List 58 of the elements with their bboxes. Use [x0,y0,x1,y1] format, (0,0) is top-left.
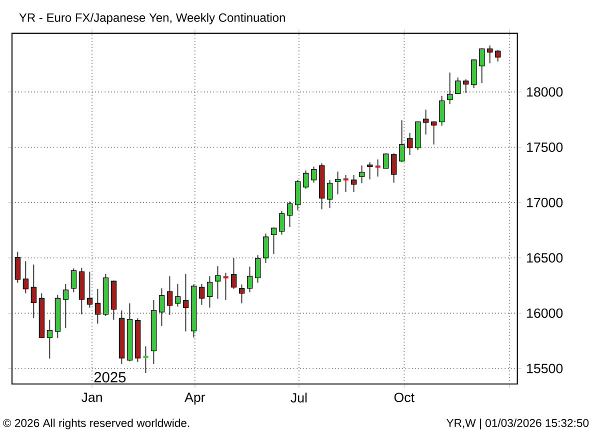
candlestick [70,268,77,293]
candlestick [310,166,317,184]
text: YR,W | 01/03/2026 15:32:50 [446,418,589,430]
candlestick [46,319,53,359]
candlestick [30,264,37,319]
candlestick [479,48,485,84]
candlestick [270,227,277,254]
text: © 2026 All rights reserved worldwide. [3,418,190,430]
candlestick [262,233,269,264]
x-tick-label: Oct [394,392,414,402]
candlestick [230,257,237,290]
y-tick-label: 16000 [527,308,563,318]
candlestick [391,152,397,184]
candlestick [326,180,333,209]
candlestick [286,201,293,228]
annotation: 2025 [94,372,126,382]
candlestick [182,274,189,332]
candlestick [374,159,382,177]
chart-title: YR - Euro FX/Japanese Yen, Weekly Continuation [19,13,285,24]
candlestick [487,45,493,64]
candlestick [14,251,21,284]
y-tick-label: 17500 [527,142,563,152]
x-tick-label: Jan [81,392,102,402]
candlestick [246,266,253,293]
candlestick [351,174,357,192]
candlestick [399,120,405,163]
candlestick [407,132,413,156]
candlestick [334,171,341,195]
candlestick [278,210,285,236]
candlestick [142,346,150,374]
x-tick-label: Apr [184,392,206,405]
candlestick [198,283,205,306]
candlestick [166,276,173,316]
candlestick [222,272,230,300]
candlestick [238,284,245,304]
candlestick [383,152,389,169]
candlestick [495,50,501,62]
candlestick [214,266,221,300]
candlestick [62,283,69,329]
candlestick [342,174,350,192]
candlestick [174,283,181,307]
x-tick-label: Jul [290,392,307,402]
candlestick [431,120,437,145]
y-tick-label: 16500 [527,253,563,263]
y-tick-label: 15500 [527,364,563,374]
candlestick [367,162,373,180]
candlestick [359,165,365,184]
candlestick [294,180,301,211]
y-tick-label: 18000 [527,87,563,97]
candlestick [22,260,29,294]
candlestick [302,170,309,190]
candlestick [254,254,261,284]
y-tick-label: 17000 [527,198,563,208]
candlestick [206,276,213,308]
candlestick [158,288,165,326]
candlestick [94,288,101,324]
candlestick [423,109,429,135]
candlestick [439,95,445,126]
